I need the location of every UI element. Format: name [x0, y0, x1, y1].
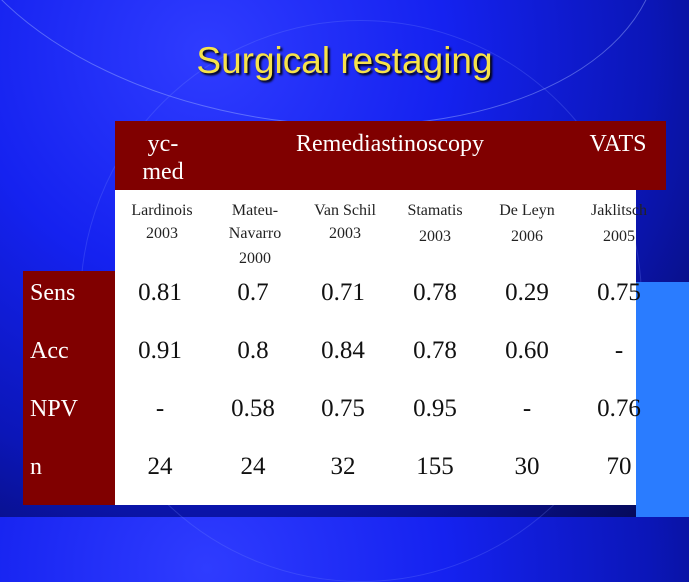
study-name: De Leyn: [499, 202, 555, 219]
study-year: 2003: [146, 225, 178, 242]
table-cell: 0.75: [597, 279, 641, 306]
table-cell: 0.78: [413, 279, 457, 306]
table-cell: 0.81: [138, 279, 182, 306]
row-label-band: [23, 271, 115, 505]
study-lardinois: Lardinois 2003: [117, 199, 207, 245]
table-cell: 155: [416, 453, 454, 480]
study-year: 2006: [511, 228, 543, 245]
table-cell: 0.7: [237, 279, 269, 306]
table-cell: 24: [240, 453, 266, 480]
study-de-leyn: De Leyn 2006: [482, 199, 572, 248]
table-cell: 0.84: [321, 337, 365, 364]
accent-block: [636, 282, 689, 517]
study-stamatis: Stamatis 2003: [390, 199, 480, 248]
table-cell: 0.8: [237, 337, 269, 364]
study-name: Jaklitsch: [591, 202, 647, 219]
table-header-band: [115, 121, 666, 190]
study-year: 2003: [419, 228, 451, 245]
study-name: Mateu- Navarro: [228, 202, 282, 242]
study-year: 2003: [329, 225, 361, 242]
table-cell: -: [155, 395, 165, 422]
table-cell: 24: [147, 453, 173, 480]
table-cell: 0.71: [321, 279, 365, 306]
study-name: Stamatis: [407, 202, 463, 219]
study-name: Van Schil: [314, 202, 376, 219]
table-cell: 30: [514, 453, 540, 480]
header-vats: VATS: [589, 131, 647, 157]
header-remediastinoscopy: Remediastinoscopy: [296, 131, 484, 157]
row-label-npv: NPV: [30, 396, 79, 422]
table-cell: -: [614, 337, 624, 364]
study-name: Lardinois: [131, 202, 193, 219]
table-cell: 0.75: [321, 395, 365, 422]
table-cell: 0.58: [231, 395, 275, 422]
header-yc-med: yc- med: [142, 131, 184, 185]
study-year: 2000: [239, 250, 271, 267]
table-cell: 0.78: [413, 337, 457, 364]
row-label-acc: Acc: [30, 338, 69, 364]
table-cell: 0.76: [597, 395, 641, 422]
table-cell: 0.29: [505, 279, 549, 306]
table-cell: 0.91: [138, 337, 182, 364]
study-van-schil: Van Schil 2003: [300, 199, 390, 245]
table-body-panel: [115, 190, 636, 505]
slide-title: Surgical restaging: [196, 40, 493, 81]
table-cell: -: [522, 395, 532, 422]
row-label-sens: Sens: [30, 280, 76, 306]
table-cell: 32: [330, 453, 356, 480]
study-mateu-navarro: Mateu- Navarro 2000: [210, 199, 300, 270]
row-label-n: n: [30, 454, 42, 480]
table-cell: 70: [606, 453, 632, 480]
study-jaklitsch: Jaklitsch 2005: [574, 199, 664, 248]
table-cell: 0.95: [413, 395, 457, 422]
table-cell: 0.60: [505, 337, 549, 364]
study-year: 2005: [603, 228, 635, 245]
